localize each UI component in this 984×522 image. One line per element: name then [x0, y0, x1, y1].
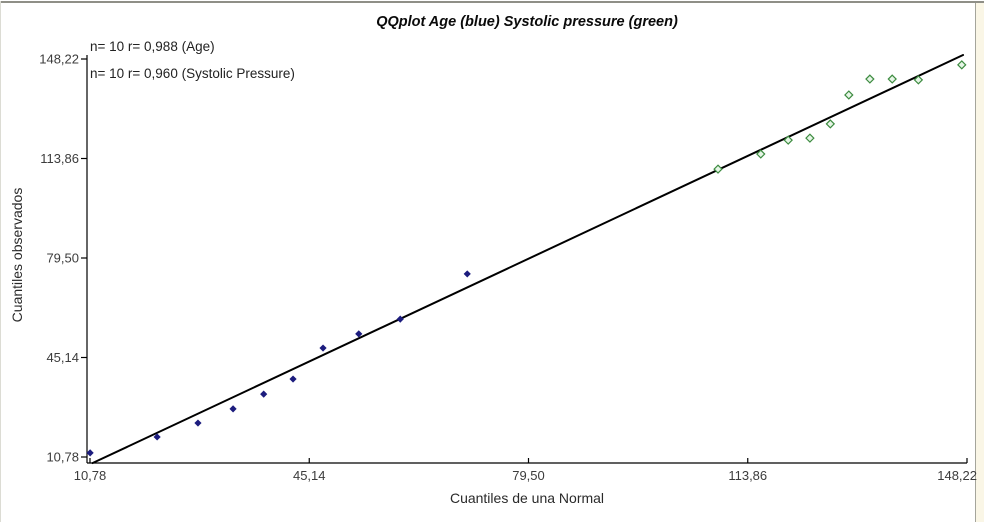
- age-point: [153, 433, 161, 441]
- age-point: [289, 375, 297, 383]
- y-tick-label: 113,86: [40, 151, 79, 166]
- x-tick-label: 148,22: [937, 468, 977, 483]
- systolic-point: [805, 133, 815, 143]
- systolic-point: [713, 164, 723, 174]
- window-border-right-strip: [976, 3, 984, 522]
- y-tick-label: 45,14: [46, 350, 79, 365]
- age-point: [355, 330, 363, 338]
- age-point: [229, 405, 237, 413]
- y-tick-label: 148,22: [39, 52, 79, 67]
- systolic-point: [865, 74, 875, 84]
- systolic-point: [844, 90, 854, 100]
- age-point: [396, 315, 404, 323]
- x-tick-label: 113,86: [728, 468, 767, 483]
- age-point: [194, 419, 202, 427]
- age-point: [86, 449, 94, 457]
- reference-line: [91, 54, 965, 465]
- x-axis-title: Cuantiles de una Normal: [449, 490, 605, 506]
- chart-title: QQplot Age (blue) Systolic pressure (gre…: [376, 14, 678, 30]
- window-border-left: [0, 1, 1, 522]
- systolic-point: [756, 149, 766, 159]
- y-tick-label: 79,50: [46, 251, 79, 266]
- systolic-point: [783, 135, 793, 145]
- systolic-point: [825, 119, 836, 129]
- age-point: [319, 344, 327, 352]
- window-border-right-line: [975, 3, 976, 522]
- x-tick-label: 79,50: [512, 468, 545, 483]
- x-tick-label: 45,14: [293, 468, 326, 483]
- age-point: [463, 270, 471, 278]
- x-tick-label: 10,78: [74, 468, 107, 483]
- age-point: [260, 390, 268, 398]
- y-axis-title: Cuantiles observados: [9, 187, 25, 323]
- annotation-systolic-correlation: n= 10 r= 0,960 (Systolic Pressure): [90, 66, 295, 81]
- systolic-point: [887, 74, 897, 84]
- systolic-point: [913, 75, 924, 85]
- window-border-top: [0, 1, 984, 3]
- systolic-point: [957, 60, 967, 70]
- y-tick-label: 10,78: [46, 450, 79, 465]
- annotation-age-correlation: n= 10 r= 0,988 (Age): [90, 39, 215, 54]
